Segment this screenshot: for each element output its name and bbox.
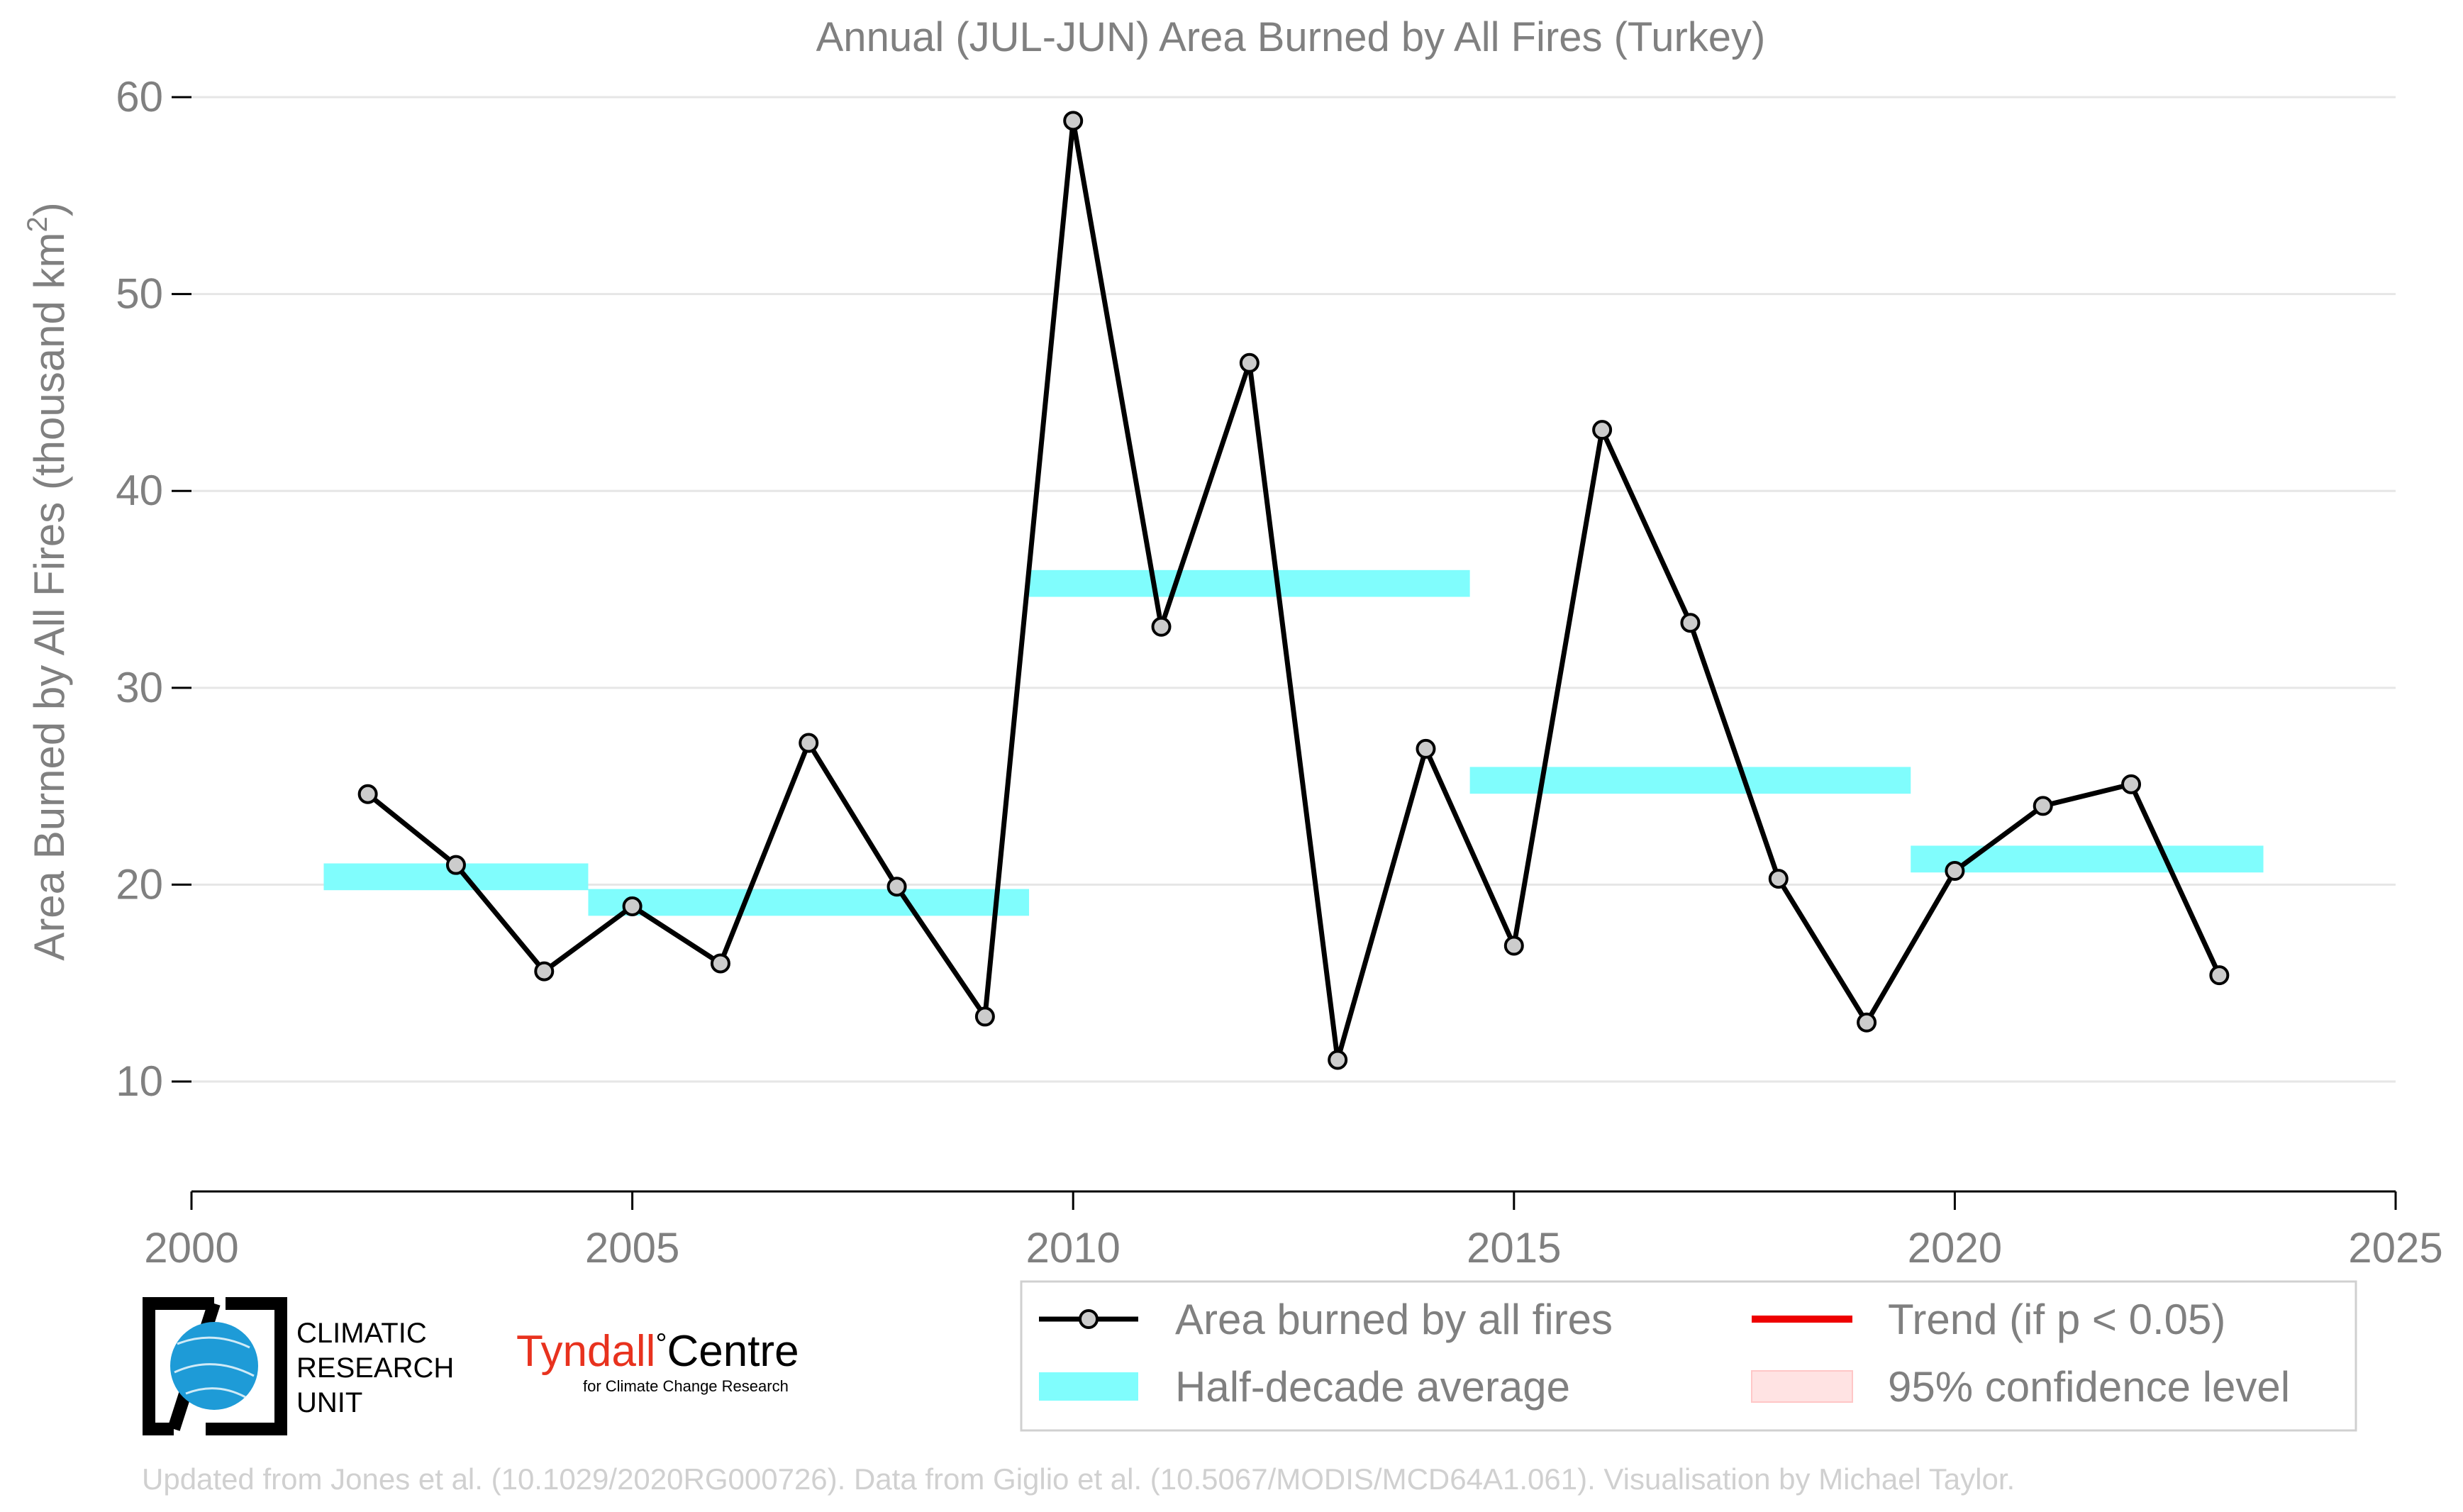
x-axis: 2000 2005 2010 2015 2020 2025 <box>144 1190 2443 1272</box>
y-axis: 10 20 30 40 50 60 <box>116 73 191 1105</box>
x-tick-label-2000: 2000 <box>144 1224 238 1272</box>
data-point-2020 <box>1945 861 1965 882</box>
cru-line-2: RESEARCH <box>296 1352 454 1384</box>
tyndall-name: Tyndall <box>516 1327 655 1376</box>
data-point-2005 <box>622 896 643 916</box>
data-point-2016 <box>1592 420 1613 440</box>
tyndall-subtitle: for Climate Change Research <box>583 1377 789 1395</box>
data-point-2003 <box>445 855 466 875</box>
legend-swatch-confidence <box>1751 1370 1853 1403</box>
data-point-2010 <box>1063 111 1084 131</box>
half-decade-bar-2 <box>588 889 1030 916</box>
cru-globe-swirl-3 <box>185 1387 246 1399</box>
data-point-2013 <box>1328 1050 1348 1070</box>
legend-marker-area-burned <box>1079 1309 1099 1329</box>
legend-label-trend: Trend (if p < 0.05) <box>1888 1296 2225 1343</box>
data-point-2012 <box>1239 352 1260 373</box>
half-decade-bar-3 <box>1029 569 1470 597</box>
series-line-area-burned <box>366 120 2222 1061</box>
cru-line-1: CLIMATIC <box>296 1318 427 1349</box>
data-point-2006 <box>710 953 730 974</box>
cru-line-3: UNIT <box>296 1387 362 1418</box>
legend: Area burned by all fires Trend (if p < 0… <box>1020 1280 2357 1432</box>
legend-label-half-decade: Half-decade average <box>1175 1363 1570 1411</box>
cru-logo-bracket-left <box>143 1297 214 1435</box>
data-point-2014 <box>1416 738 1436 759</box>
y-tick-label-10: 10 <box>116 1057 163 1105</box>
chart-title: Annual (JUL-JUN) Area Burned by All Fire… <box>816 14 1766 60</box>
y-tick-label-50: 50 <box>116 270 163 318</box>
x-tick-label-2010: 2010 <box>1025 1224 1120 1272</box>
x-tick-label-2005: 2005 <box>585 1224 679 1272</box>
cru-globe-swirl-1 <box>177 1336 250 1349</box>
data-point-2017 <box>1680 613 1701 633</box>
y-tick-label-60: 60 <box>116 73 163 121</box>
data-point-2008 <box>886 877 907 897</box>
series-area-burned <box>357 111 2230 1070</box>
cru-logo-bracket-right <box>206 1297 287 1435</box>
y-tick-label-30: 30 <box>116 664 163 711</box>
data-point-2019 <box>1857 1012 1877 1033</box>
tyndall-degree: ° <box>655 1328 667 1360</box>
legend-label-area-burned: Area burned by all fires <box>1175 1296 1613 1343</box>
data-point-2002 <box>357 784 378 804</box>
x-tick-label-2020: 2020 <box>1908 1224 2002 1272</box>
x-tick-label-2025: 2025 <box>2348 1224 2442 1272</box>
data-point-2004 <box>534 961 555 982</box>
data-point-2007 <box>799 733 819 753</box>
data-point-2022 <box>2121 774 2142 794</box>
data-point-2021 <box>2033 796 2053 816</box>
credit-caption: Updated from Jones et al. (10.1029/2020R… <box>142 1462 2015 1496</box>
legend-label-confidence: 95% confidence level <box>1888 1363 2290 1411</box>
legend-swatch-half-decade <box>1039 1372 1138 1401</box>
tyndall-wordmark: Tyndall°Centre <box>516 1327 799 1376</box>
data-point-2009 <box>974 1006 995 1027</box>
y-axis-label-sup: 2 <box>22 216 53 232</box>
tyndall-centre: Centre <box>667 1327 799 1376</box>
cru-globe-swirl-2 <box>174 1363 255 1377</box>
y-tick-label-40: 40 <box>116 467 163 514</box>
y-axis-label: Area Burned by All Fires (thousand km2) <box>22 202 73 960</box>
data-point-2015 <box>1503 935 1524 956</box>
cru-logo: CLIMATIC RESEARCH UNIT <box>143 1297 454 1435</box>
y-tick-label-20: 20 <box>116 860 163 908</box>
y-axis-label-close: ) <box>26 202 73 216</box>
x-tick-label-2015: 2015 <box>1467 1224 1561 1272</box>
legend-frame <box>1020 1280 2357 1432</box>
data-point-2011 <box>1151 616 1172 637</box>
data-point-2023 <box>2209 965 2230 986</box>
cru-globe-icon <box>170 1322 258 1410</box>
data-point-2018 <box>1768 869 1789 889</box>
y-axis-label-main: Area Burned by All Fires (thousand km <box>26 233 73 961</box>
tyndall-logo: Tyndall°Centre for Climate Change Resear… <box>516 1327 799 1395</box>
half-decade-bar-4 <box>1469 767 1911 794</box>
